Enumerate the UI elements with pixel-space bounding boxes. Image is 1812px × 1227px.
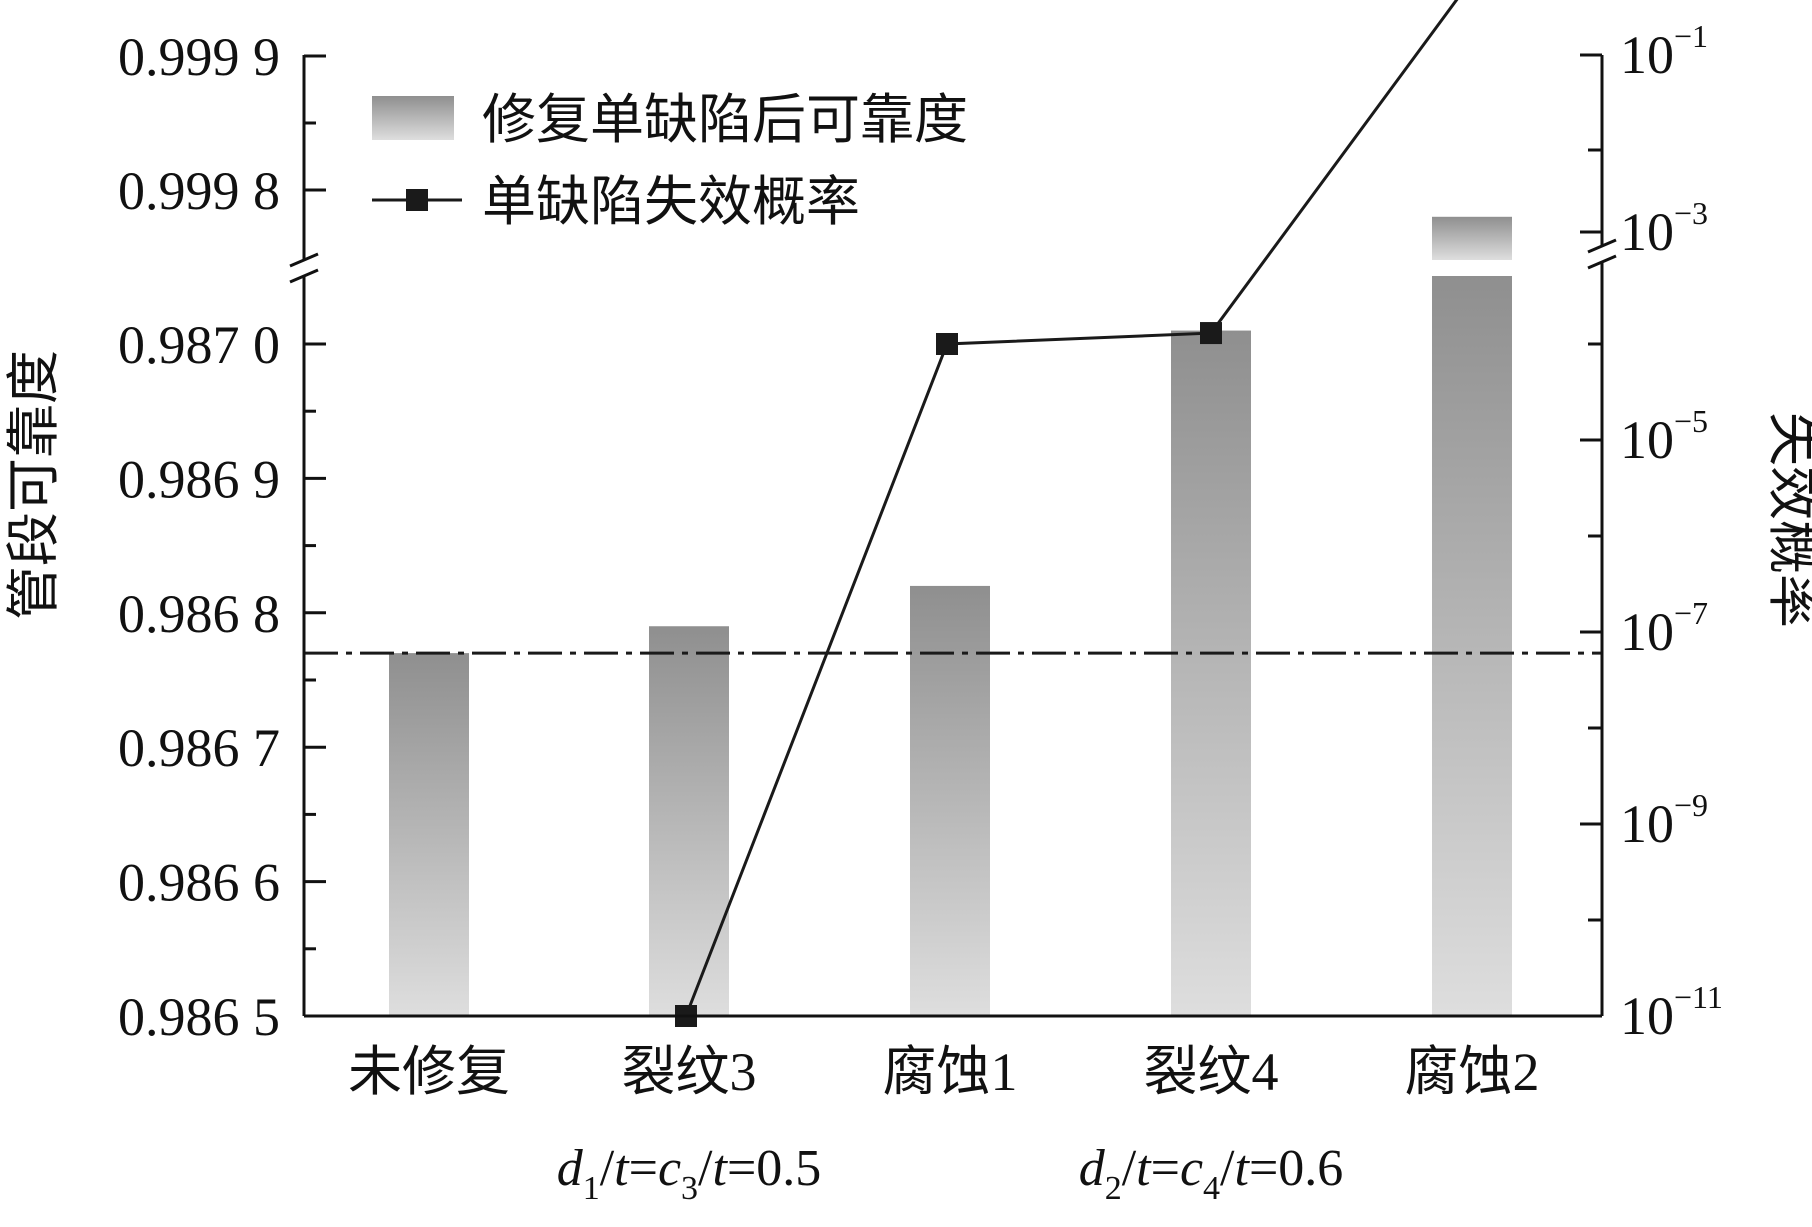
- category-label-1: 未修复: [348, 1042, 510, 1102]
- left-tick-label: 0.986 9: [118, 449, 280, 509]
- category-labels: 未修复 裂纹3 腐蚀1 裂纹4 腐蚀2: [348, 1042, 1540, 1102]
- left-tick-label: 0.986 8: [118, 584, 280, 644]
- right-tick-label: 10−7: [1620, 595, 1708, 662]
- left-tick-label: 0.999 9: [118, 27, 280, 87]
- left-axis-ticks: 0.986 5 0.986 6 0.986 7 0.986 8 0.986 9 0.987…: [118, 27, 326, 1047]
- left-tick-label: 0.987 0: [118, 315, 280, 375]
- right-axis-ticks: 10−11 10−9 10−7 10−5 10−3 10−1: [1580, 18, 1723, 1046]
- legend-line-marker: [406, 189, 428, 211]
- failure-probability-line: [684, 0, 1459, 1017]
- failure-probability-marker-2: [936, 333, 958, 355]
- legend-line-label: 单缺陷失效概率: [482, 172, 860, 232]
- y-axis-label-right: 失效概率: [1763, 412, 1812, 628]
- category-label-4: 裂纹4: [1144, 1042, 1279, 1102]
- failure-probability-marker-3: [1200, 322, 1222, 345]
- bar-series: [389, 216, 1512, 1016]
- condition-annotations: d1/t=c3/t=0.5 d2/t=c4/t=0.6: [557, 1140, 1344, 1207]
- right-tick-label: 10−1: [1620, 18, 1708, 85]
- failure-probability-series: [675, 0, 1459, 1027]
- right-tick-label: 10−11: [1620, 979, 1723, 1046]
- left-tick-label: 0.999 8: [118, 161, 280, 221]
- bar-5-upper: [1432, 216, 1512, 260]
- legend-bar-label: 修复单缺陷后可靠度: [482, 90, 968, 150]
- category-label-3: 腐蚀1: [883, 1042, 1018, 1102]
- category-label-2: 裂纹3: [622, 1042, 757, 1102]
- bar-5-lower: [1432, 276, 1512, 1016]
- y-axis-label-left: 管段可靠度: [4, 350, 64, 620]
- condition-annotation-2: d2/t=c4/t=0.6: [1079, 1140, 1344, 1207]
- left-axis-break-mark-1: [289, 252, 319, 268]
- category-label-5: 腐蚀2: [1405, 1042, 1540, 1102]
- right-axis-break-mark-1: [1587, 238, 1617, 254]
- left-axis-break-mark-2: [289, 268, 319, 284]
- condition-annotation-1: d1/t=c3/t=0.5: [557, 1140, 822, 1207]
- right-tick-label: 10−9: [1620, 787, 1708, 854]
- legend-bar-swatch: [372, 96, 454, 140]
- right-tick-label: 10−3: [1620, 195, 1708, 262]
- legend: 修复单缺陷后可靠度 单缺陷失效概率: [372, 90, 968, 232]
- left-tick-label: 0.986 7: [118, 718, 280, 778]
- bar-3: [910, 585, 990, 1016]
- right-axis-break-mark-2: [1587, 254, 1617, 270]
- left-tick-label: 0.986 6: [118, 853, 280, 913]
- right-tick-label: 10−5: [1620, 403, 1708, 470]
- bar-2: [649, 626, 729, 1016]
- bar-1: [389, 653, 469, 1016]
- bar-4: [1171, 330, 1251, 1016]
- left-tick-label: 0.986 5: [118, 987, 280, 1047]
